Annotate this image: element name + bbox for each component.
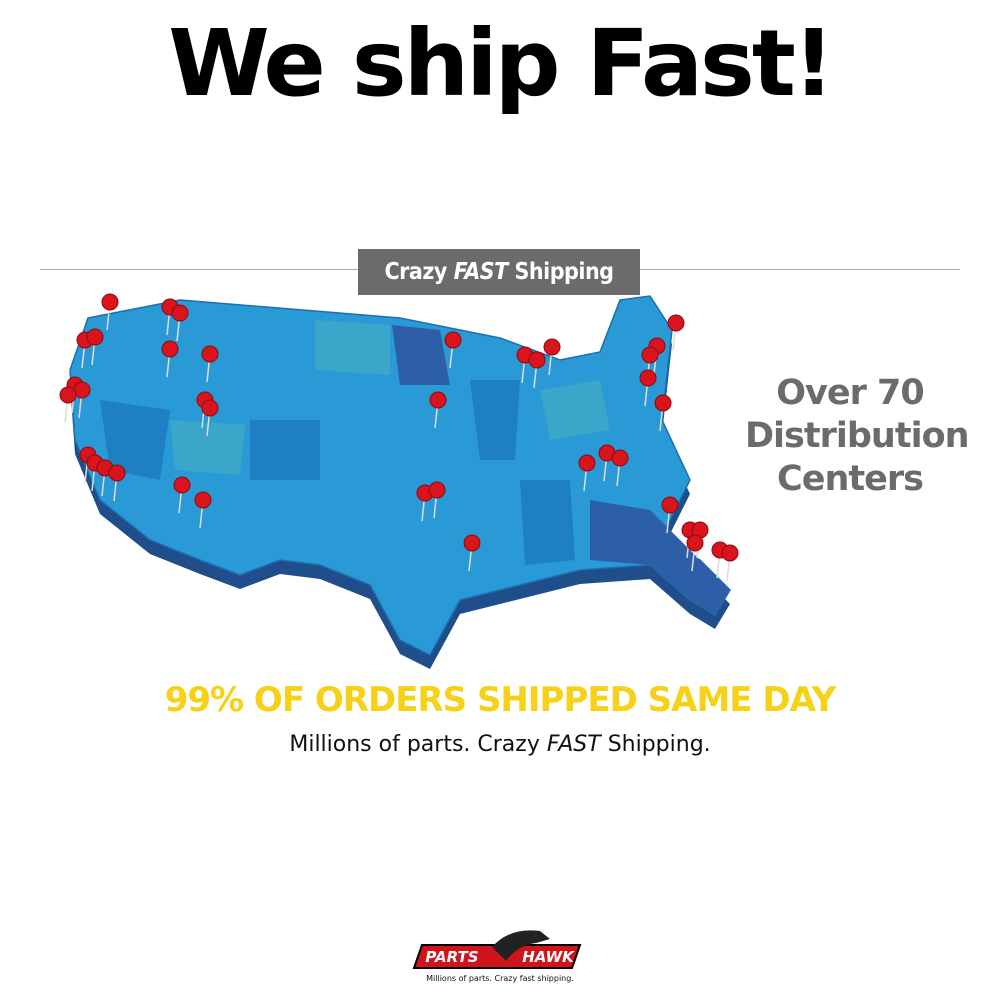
- pin-head: [611, 449, 629, 467]
- headline: 99% OF ORDERS SHIPPED SAME DAY: [164, 680, 837, 720]
- pin-head: [444, 331, 462, 349]
- region: [100, 400, 170, 480]
- pin-head: [161, 340, 179, 358]
- pin-head: [661, 496, 679, 514]
- pin-head: [543, 338, 561, 356]
- pin-head: [108, 464, 126, 482]
- us-map: [59, 293, 739, 669]
- pins: [59, 293, 739, 582]
- pin-head: [429, 391, 447, 409]
- badge: Crazy FAST Shipping: [358, 249, 640, 295]
- logo-banner: [412, 944, 582, 969]
- centers-line: Over 70: [776, 373, 924, 413]
- pin-head: [173, 476, 191, 494]
- centers-line: Centers: [777, 459, 924, 499]
- region: [315, 320, 390, 375]
- pin-head: [641, 346, 659, 364]
- region: [170, 420, 245, 475]
- pin-head: [194, 491, 212, 509]
- centers-line: Distribution: [745, 416, 970, 456]
- page-title: We ship Fast!: [168, 10, 835, 117]
- pin-head: [86, 328, 104, 346]
- logo-right: HAWK: [522, 948, 575, 966]
- logo: PARTS HAWK Millions of parts. Crazy fast…: [412, 930, 582, 983]
- pin-head: [654, 394, 672, 412]
- pin-head: [667, 314, 685, 332]
- pin-head: [578, 454, 596, 472]
- pin-head: [686, 534, 704, 552]
- tagline-text: Shipping.: [607, 732, 711, 757]
- region: [520, 480, 575, 565]
- region: [590, 500, 730, 615]
- pin-head: [201, 345, 219, 363]
- logo-slogan: Millions of parts. Crazy fast shipping.: [426, 974, 574, 983]
- pin-head: [201, 399, 219, 417]
- pin-head: [428, 481, 446, 499]
- centers-text: Over 70 Distribution Centers: [745, 372, 970, 501]
- region: [470, 380, 520, 460]
- pin-head: [639, 369, 657, 387]
- badge-text: Shipping: [514, 259, 614, 285]
- tagline-text: Millions of parts. Crazy: [289, 732, 540, 757]
- pin-head: [171, 304, 189, 322]
- pin-head: [721, 544, 739, 562]
- tagline-emphasis: FAST: [546, 732, 601, 757]
- badge-emphasis: FAST: [453, 259, 509, 285]
- badge-text: Crazy: [384, 259, 448, 285]
- tagline: Millions of parts. Crazy FAST Shipping.: [0, 732, 1000, 757]
- pin-head: [101, 293, 119, 311]
- logo-left: PARTS: [425, 948, 478, 966]
- pin-head: [463, 534, 481, 552]
- region: [392, 325, 450, 385]
- region: [540, 380, 610, 440]
- logo-hawk: [492, 930, 550, 961]
- region: [250, 420, 320, 480]
- pin-head: [59, 386, 77, 404]
- pin-head: [528, 351, 546, 369]
- map-shape: [69, 295, 731, 669]
